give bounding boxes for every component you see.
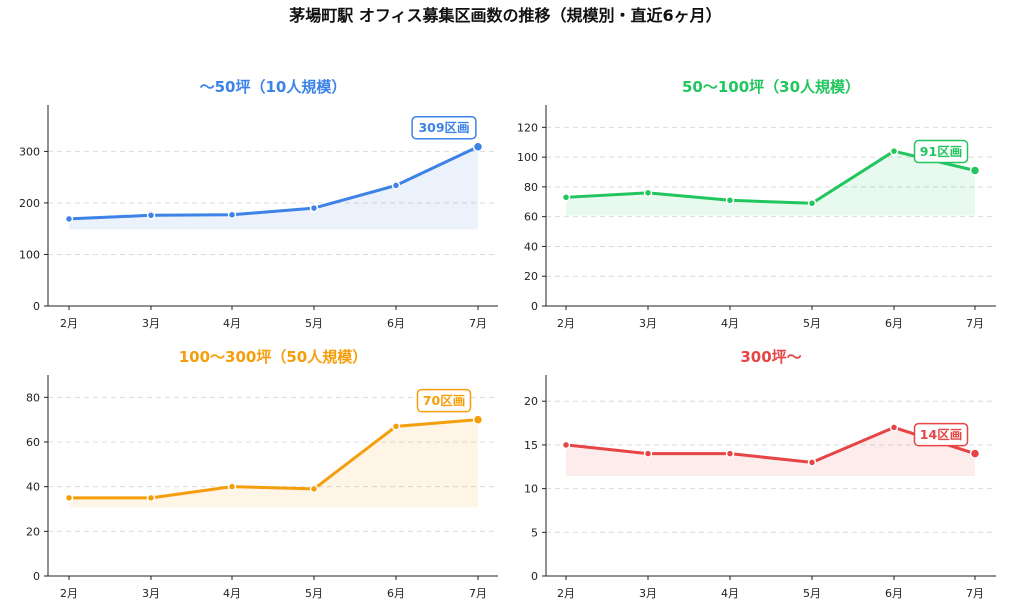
- data-point: [725, 196, 735, 205]
- series-line: [564, 425, 977, 464]
- x-tick-label: 7月: [966, 587, 984, 600]
- y-tick-label: 40: [26, 481, 40, 494]
- chart-panel-2: 50〜100坪（30人規模） 0 20 40 60 80 100 120 2月 3月 4月 5月 6月 7…: [517, 78, 996, 330]
- panel-title: 50〜100坪（30人規模）: [682, 78, 860, 96]
- data-point: [227, 210, 237, 220]
- y-tick-label: 10: [524, 483, 538, 496]
- x-tick-label: 6月: [387, 317, 405, 330]
- data-point: [472, 141, 484, 152]
- data-point: [472, 414, 484, 425]
- data-point: [227, 482, 237, 491]
- annotation-label: 91区画: [920, 144, 962, 159]
- y-tick-label: 100: [517, 151, 538, 164]
- y-tick-label: 20: [524, 395, 538, 408]
- annotation-box: [913, 139, 969, 164]
- y-tick-label: 60: [26, 436, 40, 449]
- y-tick-label: 120: [517, 121, 538, 134]
- panel-title: 〜50坪（10人規模）: [200, 78, 347, 96]
- y-tick-label: 80: [524, 181, 538, 194]
- x-tick-label: 3月: [639, 317, 657, 330]
- data-point: [969, 448, 981, 459]
- data-point: [561, 440, 571, 450]
- y-tick-label: 20: [524, 270, 538, 283]
- x-tick-label: 2月: [60, 317, 78, 330]
- data-point: [969, 165, 981, 176]
- y-tick-label: 60: [524, 211, 538, 224]
- series-line: [67, 418, 480, 500]
- x-tick-label: 7月: [469, 587, 487, 600]
- data-point: [391, 181, 401, 190]
- x-tick-label: 5月: [305, 587, 323, 600]
- y-tick-label: 40: [524, 240, 538, 253]
- series-line: [564, 149, 977, 205]
- series-area: [566, 151, 975, 216]
- x-tick-label: 3月: [142, 587, 160, 600]
- data-point: [64, 214, 74, 224]
- data-point: [889, 146, 899, 156]
- x-tick-label: 4月: [223, 317, 241, 330]
- y-tick-label: 200: [19, 197, 40, 210]
- x-tick-label: 7月: [966, 317, 984, 330]
- x-tick-label: 6月: [885, 587, 903, 600]
- series-area: [69, 419, 478, 508]
- x-tick-label: 3月: [142, 317, 160, 330]
- x-tick-label: 6月: [387, 587, 405, 600]
- y-tick-label: 15: [524, 439, 538, 452]
- y-tick-label: 20: [26, 525, 40, 538]
- data-point: [643, 449, 653, 458]
- annotation-label: 309区画: [418, 120, 469, 135]
- annotation-label: 14区画: [920, 427, 962, 442]
- figure-title: 茅場町駅 オフィス募集区画数の推移（規模別・直近6ヶ月）: [289, 6, 722, 25]
- panel-title: 300坪〜: [740, 348, 801, 366]
- y-tick-label: 0: [531, 300, 538, 313]
- x-tick-label: 4月: [721, 317, 739, 330]
- data-point: [807, 199, 817, 208]
- data-point: [643, 188, 653, 198]
- y-tick-label: 300: [19, 145, 40, 158]
- data-point: [146, 211, 156, 220]
- chart-panel-1: 〜50坪（10人規模） 0 100 200 300 2月 3月 4月 5月 6月 7月 309区画: [19, 78, 498, 330]
- y-tick-label: 0: [531, 570, 538, 583]
- series-line: [67, 145, 480, 221]
- y-tick-label: 100: [19, 248, 40, 261]
- data-point: [807, 458, 817, 467]
- data-point: [309, 484, 319, 494]
- y-tick-label: 5: [531, 526, 538, 539]
- x-tick-label: 4月: [223, 587, 241, 600]
- data-point: [64, 493, 74, 503]
- annotation-box: [913, 422, 969, 447]
- data-point: [146, 493, 156, 503]
- x-tick-label: 2月: [60, 587, 78, 600]
- x-tick-label: 2月: [557, 587, 575, 600]
- x-tick-label: 2月: [557, 317, 575, 330]
- data-point: [889, 423, 899, 432]
- x-tick-label: 4月: [721, 587, 739, 600]
- x-tick-label: 5月: [803, 317, 821, 330]
- annotation-box: [416, 388, 472, 413]
- chart-panel-4: 300坪〜 0 5 10 15 20 2月 3月 4月 5月 6月 7月 14区画: [524, 348, 996, 600]
- x-tick-label: 5月: [803, 587, 821, 600]
- x-tick-label: 6月: [885, 317, 903, 330]
- y-tick-label: 80: [26, 391, 40, 404]
- annotation-label: 70区画: [423, 393, 465, 408]
- x-tick-label: 3月: [639, 587, 657, 600]
- x-tick-label: 7月: [469, 317, 487, 330]
- series-area: [566, 427, 975, 477]
- chart-panel-3: 100〜300坪（50人規模） 0 20 40 60 80 2月 3月 4月 5月 6月 7月 70区画: [26, 348, 498, 600]
- y-tick-label: 0: [33, 300, 40, 313]
- y-tick-label: 0: [33, 570, 40, 583]
- annotation-box: [411, 115, 477, 140]
- x-tick-label: 5月: [305, 317, 323, 330]
- data-point: [309, 203, 319, 213]
- series-area: [69, 146, 478, 230]
- data-point: [561, 193, 571, 202]
- panel-title: 100〜300坪（50人規模）: [179, 348, 368, 366]
- data-point: [725, 449, 735, 458]
- data-point: [391, 422, 401, 431]
